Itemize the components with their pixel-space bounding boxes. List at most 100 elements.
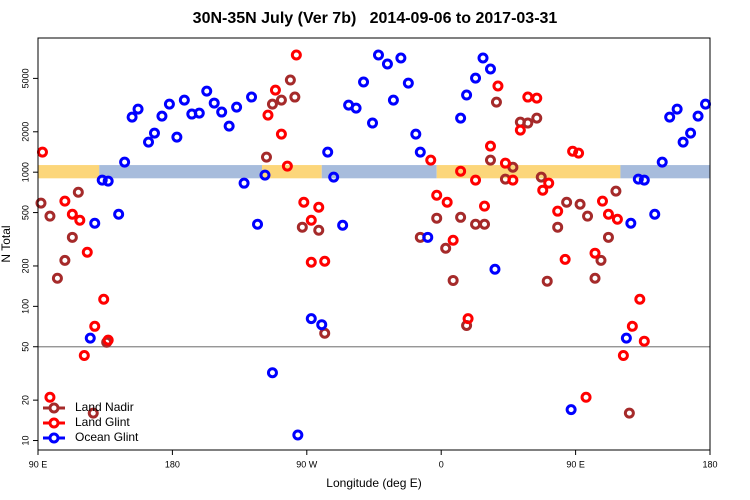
- point: [72, 186, 84, 198]
- point: [260, 151, 272, 163]
- point: [238, 177, 250, 189]
- point: [531, 112, 543, 124]
- point: [541, 275, 553, 287]
- point: [290, 49, 302, 61]
- point: [358, 76, 370, 88]
- point: [617, 350, 629, 362]
- chart-title: 30N-35N July (Ver 7b) 2014-09-06 to 2017…: [193, 10, 558, 27]
- x-tick-label: 180: [165, 459, 180, 469]
- point: [514, 124, 526, 136]
- point: [59, 195, 71, 207]
- point: [552, 205, 564, 217]
- point: [275, 128, 287, 140]
- point: [113, 208, 125, 220]
- point: [292, 429, 304, 441]
- point: [266, 367, 278, 379]
- point: [559, 253, 571, 265]
- point: [84, 332, 96, 344]
- point: [102, 334, 114, 346]
- point: [422, 231, 434, 243]
- x-tick-label: 180: [702, 459, 717, 469]
- point: [492, 80, 504, 92]
- point: [193, 107, 205, 119]
- point: [266, 98, 278, 110]
- point: [611, 213, 623, 225]
- point: [537, 184, 549, 196]
- point: [313, 201, 325, 213]
- x-tick-label: 90 E: [29, 459, 48, 469]
- point: [431, 212, 443, 224]
- point: [66, 231, 78, 243]
- y-tick-label: 100: [20, 299, 30, 314]
- point: [208, 97, 220, 109]
- point: [582, 210, 594, 222]
- point: [507, 174, 519, 186]
- legend-marker: [48, 402, 60, 414]
- point: [313, 224, 325, 236]
- point: [102, 175, 114, 187]
- point: [595, 254, 607, 266]
- point: [87, 407, 99, 419]
- point: [178, 94, 190, 106]
- y-tick-label: 500: [20, 205, 30, 220]
- x-tick-label: 0: [439, 459, 444, 469]
- point: [685, 127, 697, 139]
- point: [119, 156, 131, 168]
- point: [387, 94, 399, 106]
- point: [281, 160, 293, 172]
- point: [319, 255, 331, 267]
- legend-label: Ocean Glint: [75, 430, 139, 444]
- point: [96, 174, 108, 186]
- point: [522, 117, 534, 129]
- point: [201, 85, 213, 97]
- point: [461, 89, 473, 101]
- point: [455, 165, 467, 177]
- point: [269, 84, 281, 96]
- point: [589, 247, 601, 259]
- band-segment: [321, 165, 437, 179]
- point: [490, 96, 502, 108]
- point: [447, 274, 459, 286]
- y-axis-label: N Total: [0, 225, 13, 262]
- point: [51, 272, 63, 284]
- point: [425, 154, 437, 166]
- point: [535, 171, 547, 183]
- point: [59, 254, 71, 266]
- point: [296, 221, 308, 233]
- point: [305, 313, 317, 325]
- point: [561, 196, 573, 208]
- point: [649, 208, 661, 220]
- legend-marker: [48, 432, 60, 444]
- point: [447, 234, 459, 246]
- point: [602, 231, 614, 243]
- point: [677, 136, 689, 148]
- point: [66, 208, 78, 220]
- point: [316, 319, 328, 331]
- point: [431, 189, 443, 201]
- band-segment: [262, 165, 322, 179]
- point: [620, 332, 632, 344]
- point: [671, 103, 683, 115]
- x-tick-label: 90 E: [566, 459, 585, 469]
- point: [623, 407, 635, 419]
- point: [275, 94, 287, 106]
- point: [81, 246, 93, 258]
- point: [543, 177, 555, 189]
- point: [479, 200, 491, 212]
- y-tick-label: 10: [20, 436, 30, 446]
- point: [462, 313, 474, 325]
- point: [580, 391, 592, 403]
- point: [171, 131, 183, 143]
- point: [246, 91, 258, 103]
- point: [638, 174, 650, 186]
- y-tick-label: 5000: [20, 68, 30, 88]
- point: [484, 140, 496, 152]
- point: [470, 72, 482, 84]
- point: [126, 111, 138, 123]
- point: [35, 197, 47, 209]
- point: [89, 217, 101, 229]
- point: [634, 293, 646, 305]
- point: [470, 174, 482, 186]
- point: [574, 198, 586, 210]
- point: [289, 91, 301, 103]
